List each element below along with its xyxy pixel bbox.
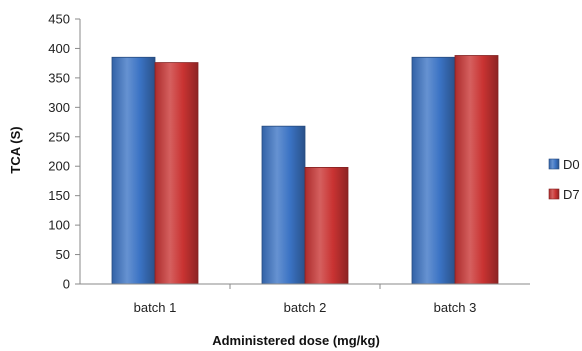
bar-d7-batch-1 (154, 62, 199, 285)
y-tick-label: 300 (48, 100, 70, 115)
legend-label-d0: D0 (563, 157, 580, 172)
x-axis-ticks: batch 1 batch 2 batch 3 (134, 284, 477, 315)
x-tick-label: batch 2 (284, 300, 327, 315)
y-tick-label: 400 (48, 41, 70, 56)
legend-swatch-d0 (548, 158, 560, 170)
y-tick-label: 0 (63, 277, 70, 292)
bar-d0-batch-1 (111, 56, 156, 285)
y-tick-label: 250 (48, 129, 70, 144)
y-tick-label: 450 (48, 12, 70, 27)
y-tick-label: 50 (56, 247, 70, 262)
y-axis-ticks: 0 50 100 150 200 250 300 350 400 450 (48, 12, 80, 292)
bar-d0-batch-3 (411, 56, 456, 285)
x-tick-label: batch 3 (434, 300, 477, 315)
x-tick-label: batch 1 (134, 300, 177, 315)
bars (111, 55, 499, 285)
bar-d7-batch-2 (304, 166, 349, 285)
legend-label-d7: D7 (563, 187, 580, 202)
legend-swatch-d7 (548, 188, 560, 200)
x-axis-title: Administered dose (mg/kg) (212, 333, 380, 348)
y-axis-title: TCA (S) (8, 126, 23, 173)
y-tick-label: 100 (48, 218, 70, 233)
y-tick-label: 200 (48, 159, 70, 174)
bar-d0-batch-2 (261, 125, 306, 285)
legend: D0 D7 (548, 157, 580, 202)
bar-d7-batch-3 (454, 55, 499, 285)
y-tick-label: 350 (48, 70, 70, 85)
y-tick-label: 150 (48, 188, 70, 203)
